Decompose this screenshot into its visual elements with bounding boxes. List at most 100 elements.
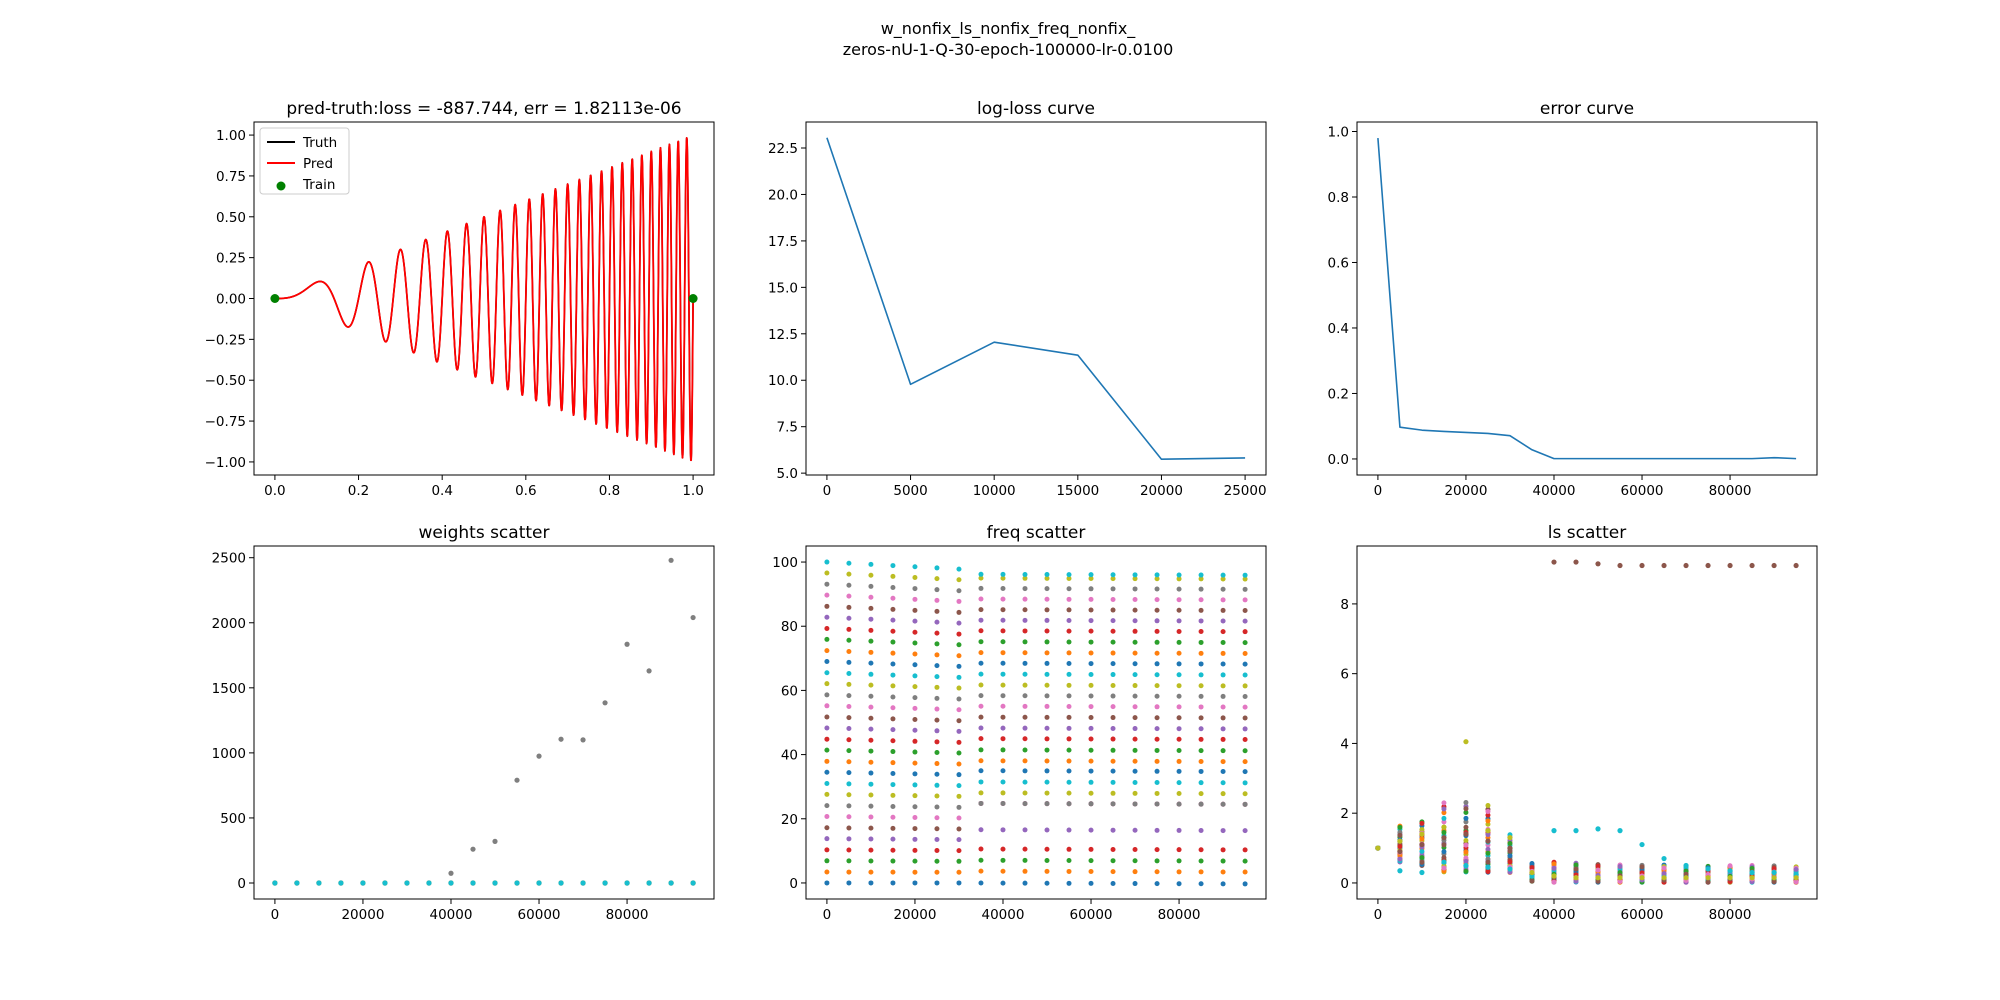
ls-point: [1727, 562, 1733, 569]
freq-point: [1088, 725, 1094, 731]
freq-point: [1242, 748, 1248, 754]
error-xtick-label: 60000: [1621, 483, 1664, 499]
ls-point: [1617, 878, 1623, 884]
ls-point: [1705, 866, 1711, 872]
freq-point: [1198, 768, 1204, 774]
freq-point: [1110, 715, 1116, 721]
freq-point: [824, 681, 830, 687]
ls-point: [1463, 739, 1469, 745]
ls-point: [1463, 868, 1469, 874]
freq-point: [1000, 768, 1006, 774]
freq-point: [890, 672, 896, 678]
freq-point: [956, 577, 962, 583]
freq-point: [1110, 596, 1116, 602]
freq-point: [1132, 650, 1138, 656]
freq-point: [1066, 725, 1072, 731]
logloss-xtick-label: 20000: [1140, 483, 1183, 499]
ls-point: [1661, 562, 1667, 569]
freq-point: [1154, 881, 1160, 887]
freq-point: [846, 781, 852, 787]
freq-point: [1110, 607, 1116, 613]
freq-point: [934, 761, 940, 767]
freq-point: [1220, 576, 1226, 582]
freq-point: [1022, 575, 1028, 581]
freq-point: [1154, 858, 1160, 864]
freq-point: [1066, 880, 1072, 886]
freq-point: [1220, 629, 1226, 635]
freq-point: [956, 783, 962, 789]
freq-point: [890, 749, 896, 755]
error-axes-frame: [1356, 121, 1818, 476]
freq-point: [890, 595, 896, 601]
freq-point: [1220, 828, 1226, 834]
ls-point: [1397, 856, 1403, 862]
freq-point: [1242, 618, 1248, 624]
freq-point: [1198, 683, 1204, 689]
freq-point: [1132, 704, 1138, 710]
freq-point: [1176, 618, 1182, 624]
weight-point: [514, 777, 520, 783]
freq-point: [824, 814, 830, 820]
ls-point: [1529, 865, 1535, 871]
freq-point: [1044, 857, 1050, 863]
freq-point: [1000, 650, 1006, 656]
freq-point: [890, 705, 896, 711]
weight-point: [382, 880, 388, 886]
pred-xtick-label: 0.2: [348, 483, 369, 499]
freq-point: [956, 739, 962, 745]
freq-point: [1198, 748, 1204, 754]
freq-point: [1000, 596, 1006, 602]
freq-point: [978, 714, 984, 720]
weights-xtick-label: 20000: [341, 907, 384, 923]
freq-point: [824, 791, 830, 797]
freq-point: [824, 869, 830, 875]
ls-point: [1463, 858, 1469, 864]
freq-point: [912, 673, 918, 679]
freq-point: [1154, 650, 1160, 656]
freq-point: [868, 671, 874, 677]
freq-point: [1044, 682, 1050, 688]
freq-point: [1220, 847, 1226, 853]
weight-point: [558, 736, 564, 742]
freq-point: [1154, 683, 1160, 689]
freq-point: [890, 869, 896, 875]
freq-point: [912, 815, 918, 820]
freq-point: [978, 650, 984, 656]
freq-point: [824, 780, 830, 786]
freq-point: [890, 803, 896, 809]
freq-point: [890, 825, 896, 831]
freq-point: [824, 836, 830, 842]
freq-point: [824, 603, 830, 609]
freq-point: [1154, 869, 1160, 875]
freq-point: [912, 618, 918, 624]
freq-point: [1220, 672, 1226, 678]
freq-point: [1242, 586, 1248, 592]
freq-point: [1220, 704, 1226, 710]
freq-point: [978, 703, 984, 709]
freq-point: [1154, 607, 1160, 613]
freq-point: [824, 736, 830, 742]
freq-point: [1176, 847, 1182, 853]
freq-point: [1132, 801, 1138, 807]
freq-point: [978, 617, 984, 623]
freq-point: [912, 738, 918, 744]
freq-point: [912, 826, 918, 832]
error-xtick-label: 0: [1374, 483, 1383, 499]
ls-point: [1551, 828, 1557, 834]
freq-point: [1000, 693, 1006, 699]
ls-point: [1617, 875, 1623, 881]
freq-point: [1088, 869, 1094, 875]
weight-point: [602, 880, 608, 886]
freq-point: [1044, 660, 1050, 666]
freq-point: [956, 815, 962, 821]
freq-point: [868, 594, 874, 600]
freq-point: [934, 674, 940, 680]
error-plot-area: [1377, 137, 1797, 460]
freq-point: [1242, 694, 1248, 700]
ls-point: [1639, 875, 1645, 881]
freq-point: [1044, 572, 1050, 578]
freq-point: [1066, 790, 1072, 796]
freq-point: [1088, 639, 1094, 645]
freq-point: [1220, 683, 1226, 689]
freq-point: [1088, 736, 1094, 742]
